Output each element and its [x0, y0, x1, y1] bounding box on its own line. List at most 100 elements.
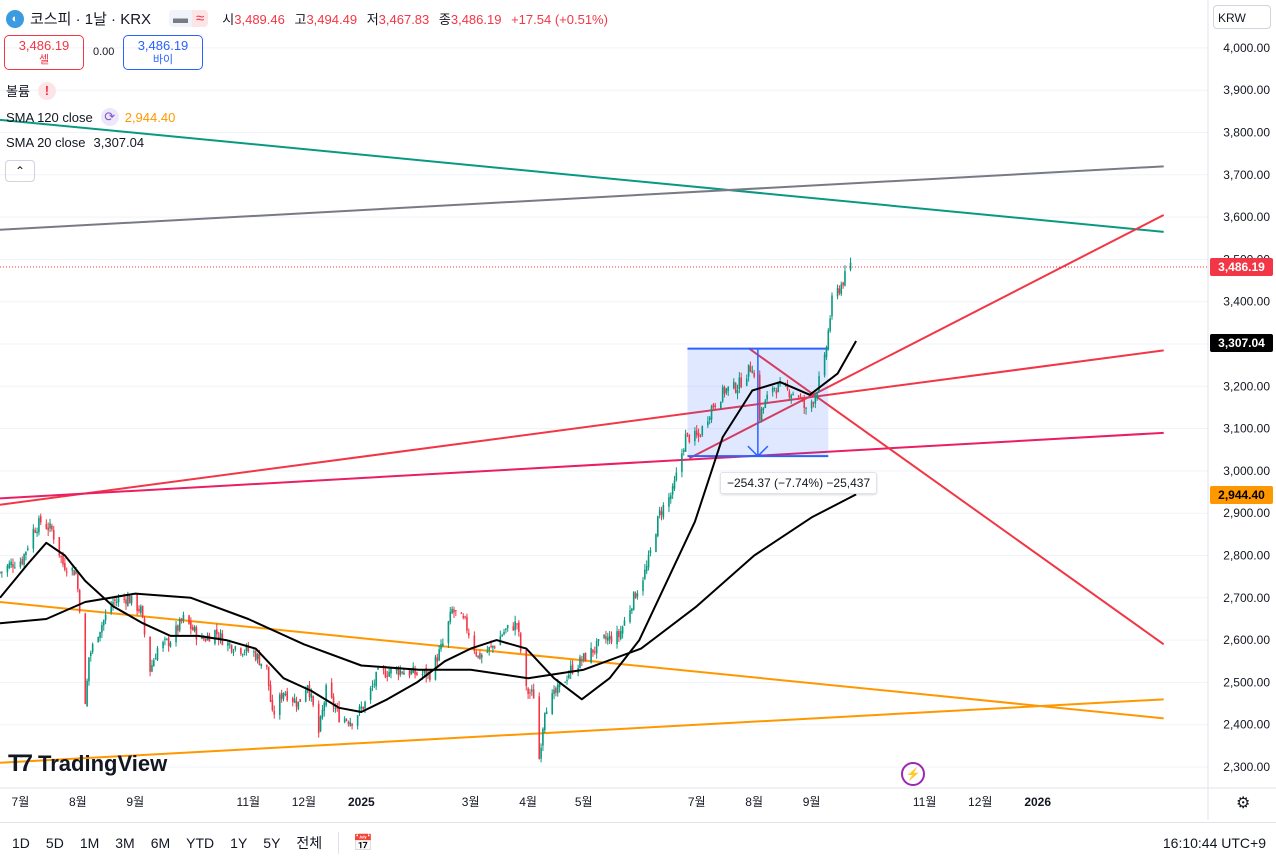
candle-body [655, 534, 657, 552]
candle-body [564, 681, 566, 683]
candle-body [240, 648, 242, 654]
sma20-label: SMA 20 close [6, 135, 86, 150]
timeframe-3m[interactable]: 3M [115, 835, 135, 851]
candle-body [23, 554, 25, 565]
candle-body [758, 374, 761, 420]
candle-body [527, 688, 529, 694]
symbol-title[interactable]: 코스피 · 1날 · KRX [30, 11, 152, 28]
candle-body [167, 637, 170, 646]
timeframe-all[interactable]: 전체 [296, 835, 323, 851]
candle-body [606, 637, 609, 641]
sma20-value: 3,307.04 [93, 135, 145, 150]
candle-body [671, 486, 674, 495]
candle-body [273, 710, 276, 715]
lightning-icon[interactable]: ⚡ [901, 762, 925, 786]
candle-body [71, 567, 74, 571]
sell-label: 셀 [38, 54, 50, 66]
candle-body [25, 551, 27, 555]
candle-body [605, 636, 607, 640]
sma20-legend[interactable]: SMA 20 close 3,307.04 [6, 135, 144, 150]
candle-body [740, 377, 742, 388]
trendline-red-rising[interactable] [688, 214, 1165, 460]
timeframe-1m[interactable]: 1M [79, 835, 100, 851]
candle-body [462, 615, 465, 618]
gear-icon[interactable]: ⚙ [1236, 795, 1251, 812]
timeframe-6m[interactable]: 6M [150, 835, 171, 851]
candle-body [227, 642, 229, 646]
chart-toggle-pill[interactable]: ▬ ≈ [169, 10, 209, 27]
candle-body [644, 569, 646, 579]
candle-body [164, 638, 166, 640]
trendline-red-upper[interactable] [0, 349, 1164, 506]
line-mode-icon[interactable]: ▬ [169, 10, 193, 27]
candle-body [414, 669, 416, 675]
candle-body [749, 366, 752, 372]
candle-body [436, 657, 439, 662]
candle-body [219, 632, 222, 639]
candle-body [64, 563, 66, 570]
wave-mode-icon[interactable]: ≈ [192, 10, 209, 27]
candle-body [369, 688, 372, 700]
price-tick-label: 2,900.00 [1223, 506, 1270, 520]
candle-body [642, 580, 644, 592]
candle-body [403, 672, 405, 675]
candle-body [829, 318, 831, 331]
candle-body [516, 623, 518, 625]
candle-body [291, 698, 294, 703]
candle-body [151, 664, 153, 672]
candle-body [241, 654, 244, 656]
trendline-green[interactable] [0, 118, 1164, 233]
candle-body [321, 709, 324, 718]
candle-body [279, 694, 281, 715]
collapse-legend-button[interactable]: ⌃ [5, 160, 35, 182]
timeframe-ytd[interactable]: YTD [186, 835, 215, 851]
candle-body [797, 395, 800, 397]
candle-body [304, 690, 307, 702]
currency-select[interactable]: KRW [1213, 5, 1271, 29]
candle-body [178, 619, 181, 631]
candle-body [519, 633, 522, 651]
candle-body [786, 384, 789, 390]
candle-body [543, 713, 546, 731]
sell-button[interactable]: 3,486.19 셀 [4, 35, 84, 70]
timeframe-5y[interactable]: 5Y [263, 835, 281, 851]
candle-body [410, 670, 413, 674]
buy-button[interactable]: 3,486.19 바이 [123, 35, 203, 70]
candle-body [347, 722, 350, 724]
timeframe-5d[interactable]: 5D [45, 835, 64, 851]
time-tick-label: 9월 [126, 795, 144, 809]
candle-body [110, 606, 112, 613]
time-tick-label: 7월 [688, 795, 706, 809]
volume-legend[interactable]: 볼륨 ! [6, 81, 56, 100]
price-tick-label: 3,700.00 [1223, 168, 1270, 182]
candle-body [266, 664, 268, 667]
sma120-legend[interactable]: SMA 120 close ⟳ 2,944.40 [6, 108, 175, 126]
candle-body [136, 594, 138, 611]
trendline-gray[interactable] [0, 165, 1164, 231]
sync-icon[interactable]: ⟳ [100, 108, 119, 126]
candle-body [78, 590, 81, 612]
warning-icon[interactable]: ! [37, 81, 56, 100]
symbol-logo-icon[interactable]: ◐ [6, 9, 24, 28]
candle-body [203, 637, 205, 640]
candle-body [358, 706, 361, 714]
candle-body [91, 644, 94, 652]
trendline-red-lower[interactable] [0, 431, 1164, 500]
candle-body [293, 698, 296, 703]
timeframe-1d[interactable]: 1D [12, 835, 30, 851]
candle-body [397, 668, 400, 675]
candle-body [77, 574, 79, 590]
trendline-orange-rising[interactable] [0, 698, 1164, 764]
candle-body [39, 516, 42, 523]
candles [0, 257, 852, 763]
candle-body [751, 371, 754, 374]
candle-body [475, 651, 478, 656]
candle-body [631, 608, 633, 612]
candle-body [501, 635, 503, 637]
calendar-range-icon[interactable]: 📅 [353, 835, 374, 852]
candle-body [154, 658, 157, 660]
timeframe-1y[interactable]: 1Y [230, 835, 248, 851]
candle-body [442, 643, 444, 646]
buy-label: 바이 [152, 54, 174, 66]
